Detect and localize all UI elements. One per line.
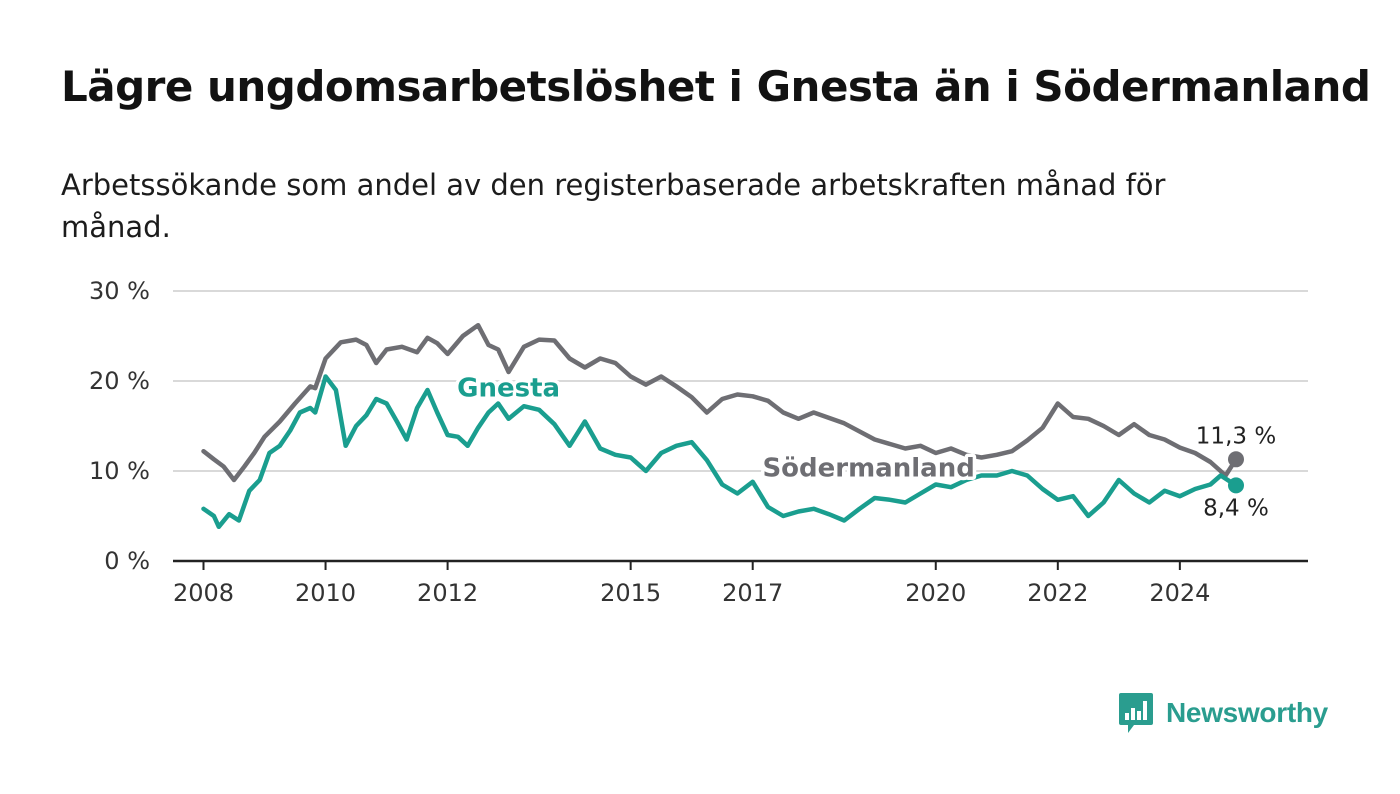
x-tick-label: 2024	[1149, 579, 1210, 607]
x-axis: 2008 2010 2012 2015 2017 2020 2022 2024	[173, 559, 1308, 607]
series-label-södermanland: Södermanland	[762, 453, 974, 483]
end-point-gnesta	[1227, 477, 1244, 494]
end-value-label: 8,4 %	[1203, 495, 1269, 521]
x-tick-label: 2010	[295, 579, 356, 607]
series-line-södermanland	[201, 322, 1239, 483]
newsworthy-logo-icon	[1119, 693, 1153, 733]
end-value-label: 11,3 %	[1196, 423, 1276, 449]
x-tick-label: 2017	[722, 579, 783, 607]
y-tick-label: 20 %	[89, 367, 150, 395]
x-tick-label: 2015	[600, 579, 661, 607]
x-tick-label: 2012	[417, 579, 478, 607]
y-axis: 0 % 10 % 20 % 30 %	[89, 277, 150, 575]
y-tick-label: 30 %	[89, 277, 150, 305]
x-tick-label: 2020	[905, 579, 966, 607]
chart-subtitle: Arbetssökande som andel av den registerb…	[61, 168, 1166, 244]
series-line-gnesta	[201, 374, 1239, 530]
series-label-gnesta: Gnesta	[457, 373, 560, 403]
y-tick-label: 0 %	[104, 547, 150, 575]
series-lines	[201, 322, 1244, 530]
series-labels: 11,3 % 8,4 % Södermanland Gnesta	[454, 370, 1277, 522]
y-tick-label: 10 %	[89, 457, 150, 485]
end-point-södermanland	[1227, 451, 1244, 468]
newsworthy-logo-text: Newsworthy	[1166, 697, 1328, 728]
x-tick-label: 2022	[1027, 579, 1088, 607]
x-tick-label: 2008	[173, 579, 234, 607]
gridlines	[173, 290, 1308, 472]
chart-title: Lägre ungdomsarbetslöshet i Gnesta än i …	[61, 62, 1371, 111]
newsworthy-logo[interactable]: Newsworthy	[1118, 690, 1328, 736]
